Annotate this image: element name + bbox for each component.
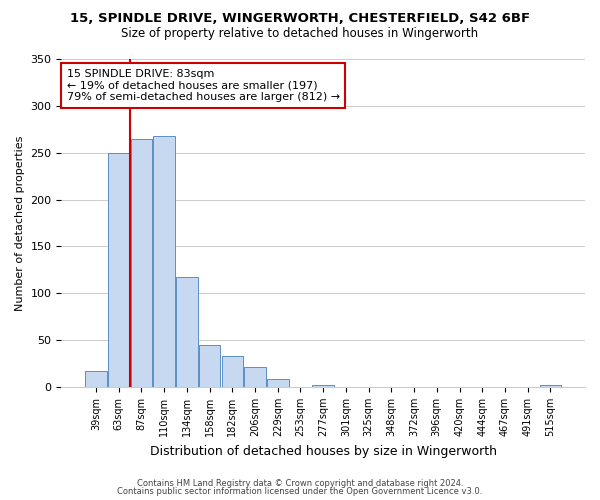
Y-axis label: Number of detached properties: Number of detached properties [15, 136, 25, 310]
Bar [313, 385, 334, 387]
Text: Contains HM Land Registry data © Crown copyright and database right 2024.: Contains HM Land Registry data © Crown c… [137, 478, 463, 488]
Bar [154, 136, 175, 387]
Bar [85, 371, 107, 387]
Bar [221, 356, 243, 387]
Bar [176, 278, 197, 387]
Bar [244, 368, 266, 387]
Text: 15, SPINDLE DRIVE, WINGERWORTH, CHESTERFIELD, S42 6BF: 15, SPINDLE DRIVE, WINGERWORTH, CHESTERF… [70, 12, 530, 26]
Text: Size of property relative to detached houses in Wingerworth: Size of property relative to detached ho… [121, 28, 479, 40]
Bar [131, 138, 152, 387]
Bar [108, 152, 130, 387]
Bar [199, 345, 220, 387]
Text: 15 SPINDLE DRIVE: 83sqm
← 19% of detached houses are smaller (197)
79% of semi-d: 15 SPINDLE DRIVE: 83sqm ← 19% of detache… [67, 69, 340, 102]
Bar [267, 378, 289, 387]
Text: Contains public sector information licensed under the Open Government Licence v3: Contains public sector information licen… [118, 487, 482, 496]
Bar [539, 385, 561, 387]
X-axis label: Distribution of detached houses by size in Wingerworth: Distribution of detached houses by size … [150, 444, 497, 458]
